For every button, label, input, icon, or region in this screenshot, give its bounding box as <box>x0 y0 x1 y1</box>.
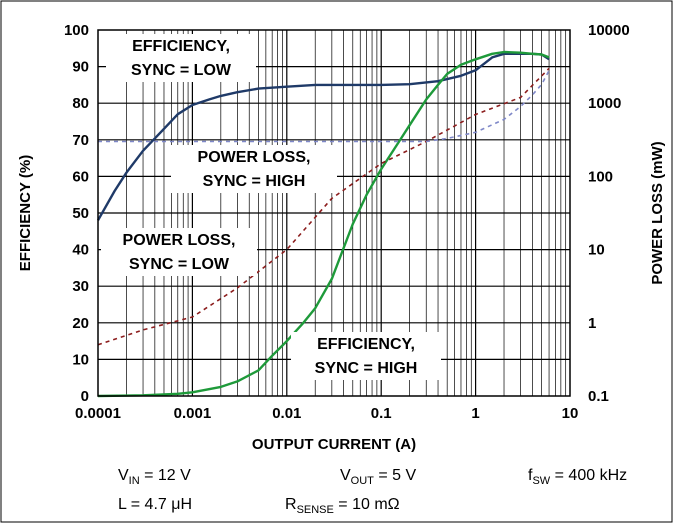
annotation-label: EFFICIENCY, <box>317 336 415 353</box>
annotation-label: POWER LOSS, <box>198 149 311 166</box>
x-tick-label: 1 <box>471 405 479 422</box>
annotation-background <box>106 34 256 82</box>
y-tick-label: 30 <box>72 278 89 295</box>
x-tick-label: 0.0001 <box>75 405 121 422</box>
y-tick-label: 70 <box>72 132 89 149</box>
annotation-label: SYNC = LOW <box>131 62 232 79</box>
param-fsw: fSW = 400 kHz <box>528 467 628 488</box>
annotation-label: POWER LOSS, <box>123 232 236 249</box>
annotation-label: SYNC = HIGH <box>315 360 418 377</box>
plot-frame <box>97 29 571 397</box>
series-line-4 <box>98 70 550 143</box>
param-rsense: RSENSE = 10 mΩ <box>285 496 400 517</box>
y-axis-title: EFFICIENCY (%) <box>17 155 34 271</box>
y-tick-label: 10 <box>72 351 89 368</box>
y-tick-label: 50 <box>72 205 89 222</box>
param-inductance: L = 4.7 μH <box>118 496 193 513</box>
annotation-background <box>101 228 257 276</box>
x-tick-label: 10 <box>562 405 579 422</box>
param-vin: VIN = 12 V <box>118 467 191 488</box>
param-vout: VOUT = 5 V <box>340 467 417 488</box>
y2-tick-label: 10 <box>588 242 605 259</box>
annotation-background <box>171 145 337 193</box>
tick-labels: 0.0001 0.001 0.01 0.1 1 100102030405060708090… <box>64 22 630 422</box>
x-tick-label: 0.1 <box>371 405 392 422</box>
y2-tick-label: 1000 <box>588 95 621 112</box>
series-line-3 <box>97 67 550 346</box>
series-line-2 <box>97 50 550 398</box>
series-group <box>96 50 550 398</box>
y-tick-label: 80 <box>72 95 89 112</box>
annotations: EFFICIENCY, SYNC = LOW POWER LOSS, SYNC = H… <box>101 34 441 380</box>
y-tick-label: 100 <box>64 22 89 39</box>
x-axis-title: OUTPUT CURRENT (A) <box>252 436 416 453</box>
y-tick-label: 40 <box>72 242 89 259</box>
y2-tick-label: 0.1 <box>588 388 609 405</box>
annotation-label: EFFICIENCY, <box>132 38 230 55</box>
y-tick-label: 90 <box>72 59 89 76</box>
annotation-label: SYNC = LOW <box>129 256 230 273</box>
series-line-1 <box>96 52 550 221</box>
annotation-label: SYNC = HIGH <box>203 173 306 190</box>
y-tick-label: 20 <box>72 315 89 332</box>
y-tick-label: 0 <box>81 388 89 405</box>
x-tick-label: 0.01 <box>272 405 301 422</box>
y-tick-label: 60 <box>72 168 89 185</box>
y2-tick-label: 100 <box>588 168 613 185</box>
x-tick-label: 0.001 <box>174 405 212 422</box>
y2-axis-title: POWER LOSS (mW) <box>649 141 666 284</box>
annotation-background <box>291 332 441 380</box>
y2-tick-label: 10000 <box>588 22 630 39</box>
y2-tick-label: 1 <box>588 315 596 332</box>
